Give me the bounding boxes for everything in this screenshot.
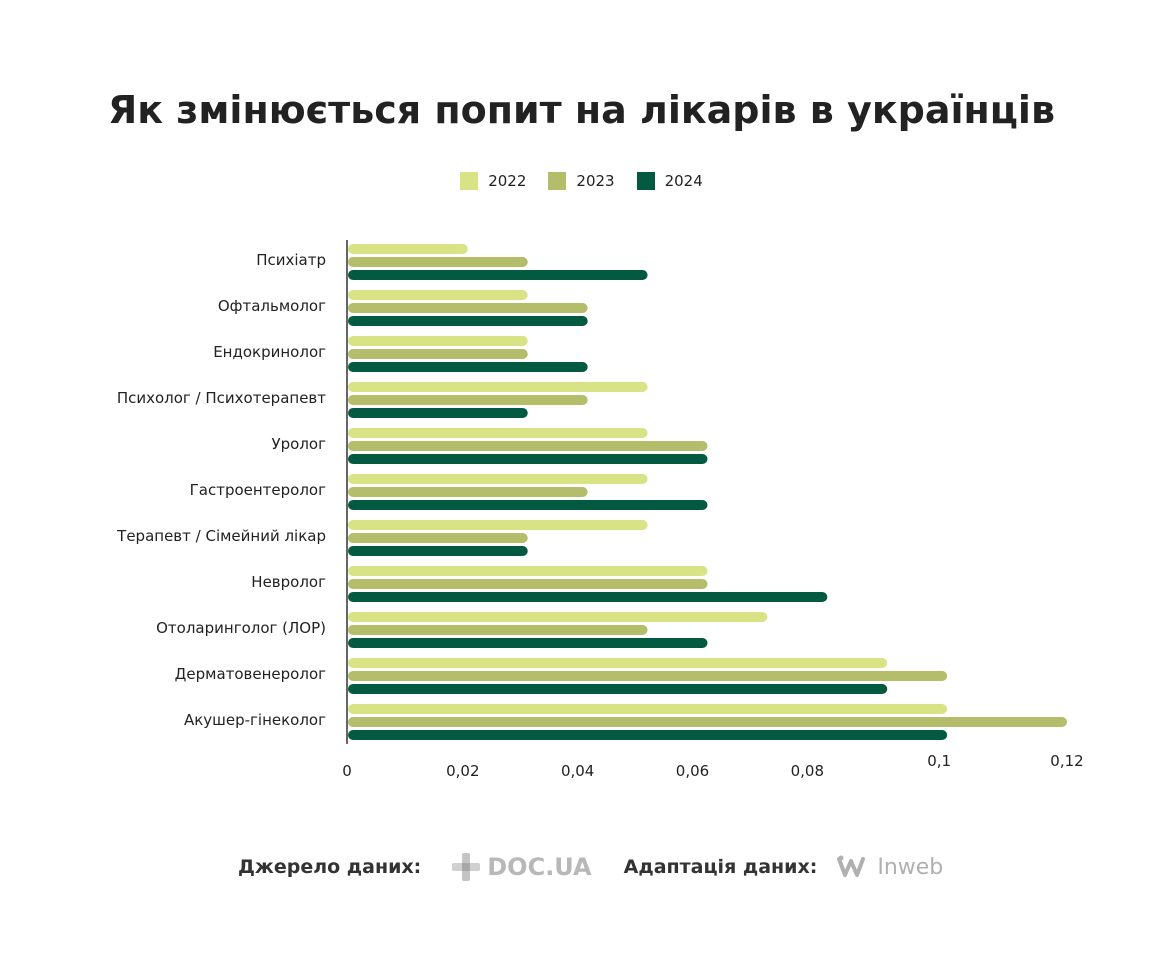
category-label: Терапевт / Сімейний лікар bbox=[116, 527, 326, 545]
bar-2023 bbox=[348, 717, 1067, 727]
category-label: Акушер-гінеколог bbox=[184, 711, 326, 729]
bar-2022 bbox=[348, 428, 648, 438]
x-tick-label: 0,12 bbox=[1050, 752, 1083, 770]
bar-2022 bbox=[348, 336, 528, 346]
bar-2023 bbox=[348, 349, 528, 359]
category-label: Психолог / Психотерапевт bbox=[117, 389, 326, 407]
bar-2022 bbox=[348, 290, 528, 300]
bar-2024 bbox=[348, 270, 648, 280]
footer: Джерело даних: DOC.UA Адаптація даних: I… bbox=[238, 852, 943, 882]
bar-2022 bbox=[348, 612, 768, 622]
bar-2024 bbox=[348, 362, 588, 372]
docua-logo-text: DOC.UA bbox=[487, 853, 592, 881]
bar-2024 bbox=[348, 500, 708, 510]
category-label: Невролог bbox=[251, 573, 326, 591]
category-label: Психіатр bbox=[256, 251, 326, 269]
bar-2022 bbox=[348, 566, 708, 576]
x-tick-label: 0,08 bbox=[791, 762, 824, 780]
legend-swatch-2024 bbox=[636, 172, 655, 190]
legend-label-2023: 2023 bbox=[576, 172, 615, 190]
bar-2024 bbox=[348, 730, 948, 740]
bar-2022 bbox=[348, 244, 468, 254]
bar-2022 bbox=[348, 704, 948, 714]
category-label: Дерматовенеролог bbox=[175, 665, 326, 683]
source-label: Джерело даних: bbox=[238, 856, 422, 878]
bar-2024 bbox=[348, 316, 588, 326]
adaptation-label: Адаптація даних: bbox=[623, 856, 818, 878]
bar-2023 bbox=[348, 257, 528, 267]
x-tick-label: 0 bbox=[342, 762, 352, 780]
chart-legend: 2022 2023 2024 bbox=[0, 172, 1163, 190]
category-label: Отоларинголог (ЛОР) bbox=[156, 619, 326, 637]
x-tick-label: 0,06 bbox=[676, 762, 709, 780]
bar-2024 bbox=[348, 638, 708, 648]
legend-item-2023: 2023 bbox=[548, 172, 615, 190]
inweb-logo: Inweb bbox=[837, 855, 943, 880]
x-tick-label: 0,02 bbox=[446, 762, 479, 780]
legend-swatch-2022 bbox=[460, 172, 479, 190]
legend-item-2022: 2022 bbox=[460, 172, 526, 190]
bar-2023 bbox=[348, 533, 528, 543]
bar-2023 bbox=[348, 487, 588, 497]
bar-2024 bbox=[348, 408, 528, 418]
bar-2023 bbox=[348, 395, 588, 405]
legend-label-2022: 2022 bbox=[488, 172, 527, 190]
category-label: Офтальмолог bbox=[218, 297, 326, 315]
inweb-logo-text: Inweb bbox=[877, 854, 944, 880]
legend-label-2024: 2024 bbox=[664, 172, 703, 190]
docua-logo: DOC.UA bbox=[451, 852, 592, 882]
bar-2023 bbox=[348, 441, 708, 451]
legend-swatch-2023 bbox=[548, 172, 567, 190]
category-label: Уролог bbox=[272, 435, 327, 453]
bar-2022 bbox=[348, 658, 888, 668]
bar-2023 bbox=[348, 579, 708, 589]
bar-2024 bbox=[348, 684, 888, 694]
bar-2024 bbox=[348, 454, 708, 464]
x-tick-label: 0,1 bbox=[927, 752, 951, 770]
bar-2022 bbox=[348, 382, 648, 392]
docua-logo-icon bbox=[452, 853, 481, 881]
category-label: Гастроентеролог bbox=[190, 481, 326, 499]
category-label: Ендокринолог bbox=[213, 343, 326, 361]
x-tick-label: 0,04 bbox=[561, 762, 594, 780]
bar-2024 bbox=[348, 546, 528, 556]
legend-item-2024: 2024 bbox=[636, 172, 703, 190]
inweb-logo-icon bbox=[837, 855, 866, 877]
bar-2023 bbox=[348, 625, 648, 635]
bar-2022 bbox=[348, 474, 648, 484]
chart-title: Як змінюється попит на лікарів в українц… bbox=[108, 88, 1055, 132]
bar-2022 bbox=[348, 520, 648, 530]
bar-2023 bbox=[348, 671, 948, 681]
bar-2023 bbox=[348, 303, 588, 313]
bar-2024 bbox=[348, 592, 828, 602]
